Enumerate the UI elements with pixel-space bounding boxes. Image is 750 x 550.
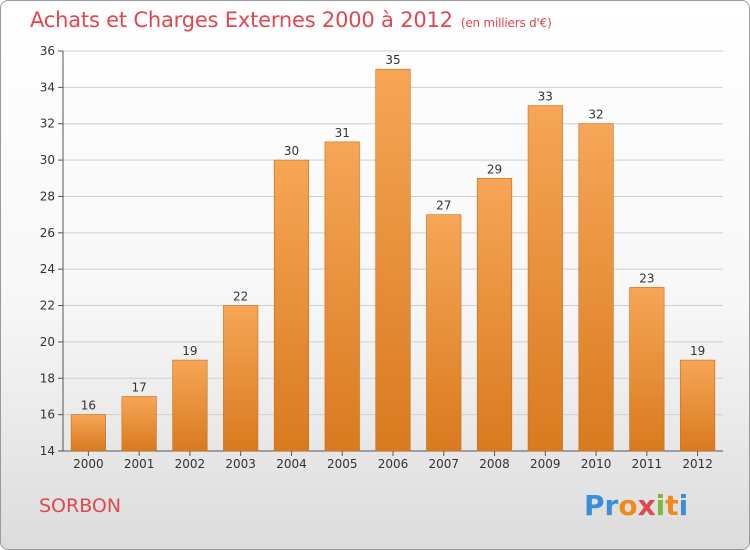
logo-letter: P [584, 489, 605, 522]
value-label: 30 [284, 144, 299, 158]
logo-letter: o [618, 489, 638, 522]
value-label: 17 [132, 380, 147, 394]
y-tick-label: 34 [40, 80, 55, 94]
value-label: 23 [639, 271, 654, 285]
y-tick-label: 20 [40, 335, 55, 349]
value-label: 19 [182, 344, 197, 358]
y-tick-label: 28 [40, 189, 55, 203]
x-tick-label: 2001 [124, 457, 155, 471]
x-tick-label: 2005 [327, 457, 358, 471]
y-tick-label: 24 [40, 262, 55, 276]
y-tick-label: 36 [40, 44, 55, 58]
y-tick-label: 30 [40, 153, 55, 167]
x-tick-label: 2006 [378, 457, 409, 471]
bar [273, 159, 310, 452]
bar [375, 68, 411, 452]
bar [172, 359, 208, 452]
value-label: 22 [233, 290, 248, 304]
bar [324, 141, 360, 452]
logo-letter: i [655, 489, 666, 522]
bar [223, 305, 259, 452]
y-tick-label: 26 [40, 226, 55, 240]
logo-letter: t [665, 489, 679, 522]
proxiti-logo[interactable]: Proxiti [584, 489, 688, 522]
commune-name: SORBON [39, 495, 122, 517]
y-tick-label: 18 [40, 371, 55, 385]
logo-letter: i [678, 489, 689, 522]
x-tick-label: 2009 [530, 457, 561, 471]
x-tick-label: 2004 [276, 457, 307, 471]
bar [70, 414, 106, 452]
y-tick-label: 14 [40, 444, 55, 458]
logo-letter: r [604, 489, 619, 522]
bar [680, 359, 716, 452]
bar [121, 396, 157, 452]
x-tick-label: 2010 [581, 457, 612, 471]
x-tick-label: 2012 [682, 457, 713, 471]
value-label: 33 [538, 90, 553, 104]
labels: 14 16 18 20 22 24 26 28 30 32 34 36 16 2000 17 2001 19 20… [40, 44, 713, 471]
bar [629, 287, 665, 452]
x-tick-label: 2002 [175, 457, 206, 471]
y-tick-label: 32 [40, 117, 55, 131]
chart-title-text: Achats et Charges Externes 2000 à 2012 [30, 8, 453, 32]
value-label: 16 [81, 399, 96, 413]
x-tick-label: 2003 [225, 457, 256, 471]
value-label: 19 [690, 344, 705, 358]
x-tick-label: 2007 [428, 457, 459, 471]
bars [70, 68, 716, 452]
value-label: 27 [436, 199, 451, 213]
bar [527, 105, 563, 452]
x-tick-label: 2011 [632, 457, 663, 471]
y-tick-label: 22 [40, 299, 55, 313]
value-label: 29 [487, 162, 502, 176]
x-tick-label: 2000 [73, 457, 104, 471]
bar [426, 214, 462, 452]
logo-letter: x [637, 489, 656, 522]
value-label: 31 [335, 126, 350, 140]
chart-unit: (en milliers d'€) [460, 16, 552, 30]
x-tick-label: 2008 [479, 457, 510, 471]
y-tick-label: 16 [40, 408, 55, 422]
bar [578, 123, 614, 452]
value-label: 35 [385, 53, 400, 67]
bar [476, 177, 513, 452]
value-label: 32 [588, 108, 603, 122]
chart-title: Achats et Charges Externes 2000 à 2012 (e… [30, 8, 552, 32]
